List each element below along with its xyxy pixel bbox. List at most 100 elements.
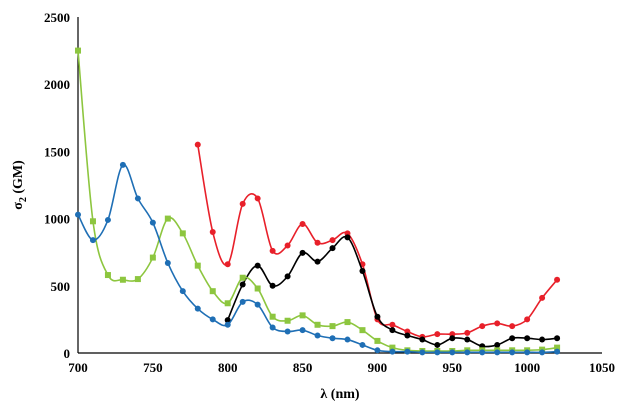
data-point xyxy=(479,323,486,330)
data-point xyxy=(194,262,201,269)
data-point xyxy=(344,234,351,241)
data-point xyxy=(449,349,456,356)
axes xyxy=(77,17,602,354)
data-point xyxy=(404,348,411,355)
data-point xyxy=(509,323,516,330)
series-line xyxy=(77,50,558,352)
data-point xyxy=(179,288,186,295)
data-point xyxy=(239,298,246,305)
data-point xyxy=(374,347,381,354)
data-point xyxy=(299,312,306,319)
data-point xyxy=(104,216,111,223)
x-tick-label: 1000 xyxy=(514,360,540,375)
data-point xyxy=(434,349,441,356)
series-3 xyxy=(75,161,561,356)
data-point xyxy=(524,316,531,323)
data-point xyxy=(389,348,396,355)
data-point xyxy=(224,300,231,307)
y-tick-label: 2000 xyxy=(44,77,70,92)
data-point xyxy=(449,335,456,342)
data-point xyxy=(89,218,96,225)
data-point xyxy=(524,349,531,356)
data-point xyxy=(224,317,231,324)
y-axis-title-subscript: 2 xyxy=(18,197,29,202)
x-tick-label: 800 xyxy=(218,360,238,375)
data-point xyxy=(539,349,546,356)
series-1 xyxy=(224,234,561,350)
data-point xyxy=(494,320,501,327)
series-0 xyxy=(194,141,561,340)
series-line xyxy=(196,144,558,338)
data-point xyxy=(359,268,366,275)
x-tick-label: 700 xyxy=(68,360,88,375)
data-point xyxy=(239,281,246,288)
data-point xyxy=(269,247,276,254)
data-point xyxy=(224,321,231,328)
data-point xyxy=(479,349,486,356)
data-point xyxy=(239,274,246,281)
data-point xyxy=(389,344,396,351)
data-point xyxy=(359,327,366,334)
data-point xyxy=(299,249,306,256)
data-point xyxy=(284,317,291,324)
data-point xyxy=(359,341,366,348)
data-point xyxy=(464,336,471,343)
x-tick-label: 750 xyxy=(143,360,163,375)
y-tick-label: 0 xyxy=(64,346,71,361)
y-axis-title: σ2 (GM) xyxy=(11,160,29,210)
data-point xyxy=(284,242,291,249)
data-point xyxy=(299,220,306,227)
data-point xyxy=(524,335,531,342)
data-point xyxy=(314,239,321,246)
data-point xyxy=(269,324,276,331)
y-axis-title-unit: (GM) xyxy=(11,160,26,197)
data-point xyxy=(269,282,276,289)
data-point xyxy=(209,229,216,236)
data-point xyxy=(539,336,546,343)
data-point xyxy=(494,349,501,356)
data-point xyxy=(404,332,411,339)
y-tick-label: 500 xyxy=(51,279,71,294)
data-point xyxy=(314,332,321,339)
data-point xyxy=(254,285,261,292)
data-point xyxy=(344,319,351,326)
data-point xyxy=(284,328,291,335)
data-point xyxy=(329,323,336,330)
data-point xyxy=(329,237,336,244)
data-point xyxy=(75,47,81,54)
data-point xyxy=(134,276,141,283)
series-2 xyxy=(75,47,561,354)
data-point xyxy=(269,313,276,320)
data-point xyxy=(329,245,336,252)
data-point xyxy=(239,200,246,207)
data-point xyxy=(164,215,171,222)
data-point xyxy=(179,230,186,237)
data-point xyxy=(134,195,141,202)
data-point xyxy=(434,331,441,338)
tick-labels: 700 750 800 850 900 950 1000 1050 0 500 1000 1500 20… xyxy=(44,10,615,375)
y-tick-label: 1000 xyxy=(44,212,70,227)
data-point xyxy=(539,294,546,301)
data-point xyxy=(329,335,336,342)
data-point xyxy=(254,301,261,308)
data-point xyxy=(209,288,216,295)
data-point xyxy=(209,316,216,323)
data-point xyxy=(419,336,426,343)
data-point xyxy=(89,237,96,244)
data-point xyxy=(509,349,516,356)
data-point xyxy=(254,195,261,202)
data-point xyxy=(119,276,126,283)
series-group xyxy=(75,47,561,356)
data-point xyxy=(389,321,396,328)
data-point xyxy=(314,321,321,328)
data-point xyxy=(494,341,501,348)
data-point xyxy=(389,327,396,334)
data-point xyxy=(149,219,156,226)
y-tick-label: 1500 xyxy=(44,144,70,159)
data-point xyxy=(554,348,561,355)
data-point xyxy=(299,327,306,334)
y-axis-title-main: σ xyxy=(11,202,26,210)
data-point xyxy=(104,272,111,279)
data-point xyxy=(284,273,291,280)
